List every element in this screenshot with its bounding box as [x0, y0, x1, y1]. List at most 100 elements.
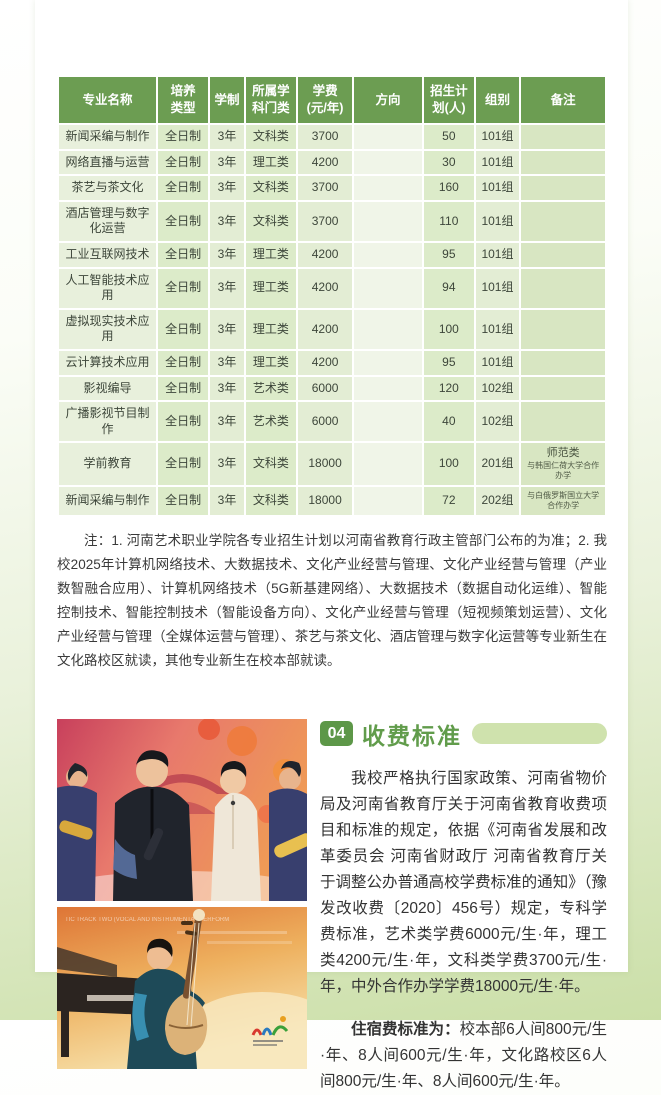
tuition-cell: 3700	[298, 176, 353, 200]
direction-cell	[354, 402, 422, 442]
duration-cell: 3年	[210, 376, 244, 401]
section-title-pill	[472, 723, 607, 744]
column-header-1: 培养 类型	[157, 77, 209, 123]
duration-cell: 3年	[210, 268, 244, 308]
section-number-badge: 04	[320, 721, 353, 746]
remark-cell	[521, 125, 605, 149]
tuition-cell: 4200	[298, 350, 353, 375]
group-cell: 101组	[475, 125, 520, 149]
accommodation-fee-lead: 住宿费标准为：	[351, 1020, 460, 1038]
group-cell: 101组	[475, 309, 520, 349]
duration-cell: 3年	[210, 176, 244, 200]
remark-sub-text: 与韩国仁荷大学合作办学	[527, 460, 600, 480]
remark-cell	[521, 350, 605, 375]
photo-overlay-caption: TIC TRACK TWO (VOCAL AND INSTRUMENTAL PE…	[65, 917, 229, 923]
group-cell: 101组	[475, 268, 520, 308]
plan-cell: 110	[423, 201, 474, 241]
remark-main-text: 师范类	[546, 447, 580, 460]
tuition-standard-paragraph: 我校严格执行国家政策、河南省物价局及河南省教育厅关于河南省教育收费项目和标准的规…	[320, 769, 607, 995]
direction-cell	[354, 309, 422, 349]
table-row: 网络直播与运营 全日制 3年 理工类 4200 30 101组	[59, 150, 605, 175]
direction-cell	[354, 125, 422, 149]
table-row: 茶艺与茶文化 全日制 3年 文科类 3700 160 101组	[59, 176, 605, 200]
major-name-cell: 影视编导	[59, 376, 156, 401]
remark-cell	[521, 176, 605, 200]
remark-cell	[521, 376, 605, 401]
table-row: 新闻采编与制作 全日制 3年 文科类 18000 72 202组 与白俄罗斯国立大学合作办学	[59, 486, 605, 515]
accommodation-fee-paragraph: 住宿费标准为：校本部6人间800元/生·年、8人间600元/生·年，文化路校区6…	[320, 1017, 607, 1095]
training-type-cell: 全日制	[157, 268, 209, 308]
fee-section: TIC TRACK TWO (VOCAL AND INSTRUMENTAL PE…	[57, 718, 607, 1095]
category-cell: 艺术类	[245, 376, 297, 401]
group-cell: 101组	[475, 176, 520, 200]
category-cell: 文科类	[245, 486, 297, 515]
training-type-cell: 全日制	[157, 402, 209, 442]
plan-cell: 160	[423, 176, 474, 200]
group-cell: 101组	[475, 242, 520, 267]
training-type-cell: 全日制	[157, 486, 209, 515]
column-header-3: 所属学 科门类	[245, 77, 297, 123]
column-header-7: 组别	[475, 77, 520, 123]
table-row: 学前教育 全日制 3年 文科类 18000 100 201组 师范类 与韩国仁荷大学合作办学	[59, 443, 605, 485]
group-cell: 102组	[475, 376, 520, 401]
group-cell: 102组	[475, 402, 520, 442]
tuition-cell: 3700	[298, 125, 353, 149]
remark-cell	[521, 268, 605, 308]
major-name-cell: 茶艺与茶文化	[59, 176, 156, 200]
category-cell: 文科类	[245, 125, 297, 149]
category-cell: 文科类	[245, 201, 297, 241]
direction-cell	[354, 443, 422, 485]
direction-cell	[354, 150, 422, 175]
column-header-6: 招生计 划(人)	[423, 77, 474, 123]
tuition-cell: 4200	[298, 242, 353, 267]
tuition-cell: 18000	[298, 443, 353, 485]
remark-cell: 师范类 与韩国仁荷大学合作办学	[521, 443, 605, 485]
column-header-8: 备注	[521, 77, 605, 123]
training-type-cell: 全日制	[157, 242, 209, 267]
group-cell: 101组	[475, 201, 520, 241]
table-row: 云计算技术应用 全日制 3年 理工类 4200 95 101组	[59, 350, 605, 375]
remark-cell	[521, 242, 605, 267]
group-cell: 101组	[475, 350, 520, 375]
direction-cell	[354, 201, 422, 241]
tuition-cell: 4200	[298, 150, 353, 175]
group-cell: 101组	[475, 150, 520, 175]
table-row: 广播影视节目制作 全日制 3年 艺术类 6000 40 102组	[59, 402, 605, 442]
category-cell: 理工类	[245, 309, 297, 349]
admission-note: 注：1. 河南艺术职业学院各专业招生计划以河南省教育行政主管部门公布的为准；2.…	[57, 532, 607, 668]
section-header: 04 收费标准	[320, 719, 607, 749]
major-name-cell: 云计算技术应用	[59, 350, 156, 375]
plan-cell: 50	[423, 125, 474, 149]
plan-cell: 94	[423, 268, 474, 308]
duration-cell: 3年	[210, 201, 244, 241]
remark-sub-text: 与白俄罗斯国立大学合作办学	[527, 490, 600, 510]
duration-cell: 3年	[210, 309, 244, 349]
column-header-2: 学制	[210, 77, 244, 123]
photo-column: TIC TRACK TWO (VOCAL AND INSTRUMENTAL PE…	[57, 718, 307, 1095]
direction-cell	[354, 268, 422, 308]
section-title: 收费标准	[362, 722, 462, 749]
training-type-cell: 全日制	[157, 443, 209, 485]
direction-cell	[354, 350, 422, 375]
plan-cell: 100	[423, 309, 474, 349]
direction-cell	[354, 376, 422, 401]
major-name-cell: 学前教育	[59, 443, 156, 485]
tuition-cell: 4200	[298, 309, 353, 349]
pipa-performer-photo: TIC TRACK TWO (VOCAL AND INSTRUMENTAL PE…	[57, 906, 307, 1069]
category-cell: 理工类	[245, 350, 297, 375]
tuition-cell: 6000	[298, 402, 353, 442]
training-type-cell: 全日制	[157, 176, 209, 200]
duration-cell: 3年	[210, 443, 244, 485]
tuition-cell: 6000	[298, 376, 353, 401]
remark-cell	[521, 402, 605, 442]
table-header-row: 专业名称 培养 类型 学制 所属学 科门类 学费 (元/年) 方向 招生计 划(人) 组别 备注	[59, 77, 605, 123]
major-name-cell: 酒店管理与数字化运营	[59, 201, 156, 241]
tuition-cell: 4200	[298, 268, 353, 308]
major-name-cell: 新闻采编与制作	[59, 125, 156, 149]
major-name-cell: 虚拟现实技术应用	[59, 309, 156, 349]
stage-performance-photo	[57, 718, 307, 901]
column-header-0: 专业名称	[59, 77, 156, 123]
duration-cell: 3年	[210, 402, 244, 442]
tuition-cell: 18000	[298, 486, 353, 515]
table-row: 新闻采编与制作 全日制 3年 文科类 3700 50 101组	[59, 125, 605, 149]
